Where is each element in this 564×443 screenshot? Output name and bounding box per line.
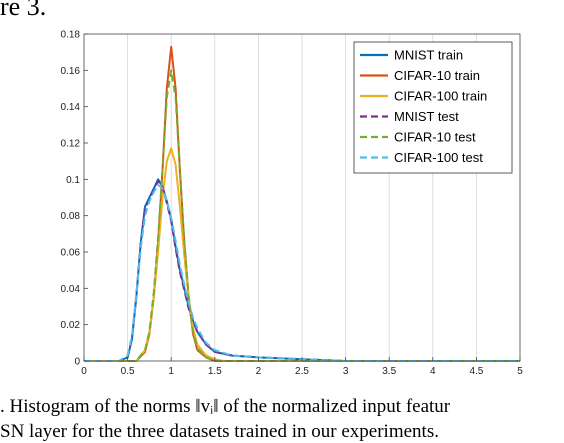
x-tick-label: 0.5 — [121, 366, 135, 377]
histogram-chart: 0 0.5 1 1.5 2 2.5 3 3.5 4 4.5 5 0 0.02 0.04 0.06 0.08 0.… — [61, 30, 524, 378]
caption-line-2: SN layer for the three datasets trained … — [0, 421, 439, 442]
legend-entry-label: CIFAR-10 train — [394, 68, 480, 83]
x-tick-label: 3.5 — [382, 366, 396, 377]
x-tick-label: 4 — [430, 366, 436, 377]
legend: MNIST train CIFAR-10 train CIFAR-100 train… — [353, 41, 513, 174]
y-tick-label: 0.18 — [61, 30, 81, 41]
series-lines — [84, 45, 520, 362]
legend-entry-label: CIFAR-100 train — [394, 89, 487, 104]
series-line-cifar-10-test — [84, 69, 520, 362]
y-tick-label: 0.12 — [61, 139, 81, 150]
y-tick-label: 0.1 — [66, 175, 80, 186]
x-tick-label: 0 — [81, 366, 87, 377]
y-tick-label: 0.08 — [61, 211, 81, 222]
series-line-cifar-100-train — [84, 147, 520, 362]
legend-box — [353, 41, 513, 174]
y-tick-label: 0 — [74, 357, 80, 368]
x-tick-label: 5 — [517, 366, 523, 377]
y-tick-label: 0.04 — [61, 284, 81, 295]
series-line-cifar-100-test — [84, 183, 520, 362]
x-tick-label: 3 — [343, 366, 349, 377]
legend-entry-label: MNIST test — [394, 109, 459, 124]
y-tick-label: 0.02 — [61, 320, 81, 331]
axis-ticks: 0 0.5 1 1.5 2 2.5 3 3.5 4 4.5 5 0 0.02 0.04 0.06 0.08 0.… — [61, 30, 524, 378]
x-tick-label: 2 — [256, 366, 262, 377]
caption-line-1: . Histogram of the norms ‖vᵢ‖ of the nor… — [0, 396, 451, 417]
figure-reference-fragment: re 3. — [0, 0, 47, 21]
x-tick-label: 1.5 — [208, 366, 222, 377]
x-tick-label: 4.5 — [469, 366, 483, 377]
y-tick-label: 0.14 — [61, 102, 81, 113]
legend-entry-label: CIFAR-100 test — [394, 150, 483, 165]
x-tick-label: 1 — [168, 366, 174, 377]
y-tick-label: 0.06 — [61, 248, 81, 259]
legend-entry-label: MNIST train — [394, 48, 463, 63]
y-tick-label: 0.16 — [61, 66, 81, 77]
legend-entry-label: CIFAR-10 test — [394, 130, 476, 145]
x-tick-label: 2.5 — [295, 366, 309, 377]
